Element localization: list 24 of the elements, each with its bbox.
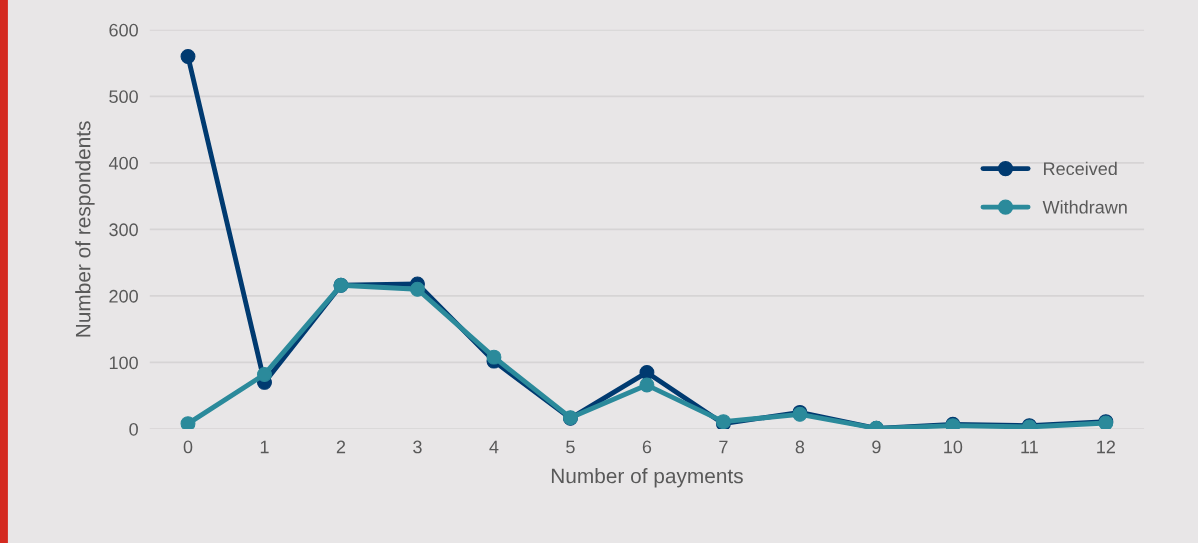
x-tick-label: 2 xyxy=(336,440,346,454)
x-tick-label: 6 xyxy=(642,440,652,454)
x-axis-title: Number of payments xyxy=(551,468,743,488)
y-tick-label: 0 xyxy=(129,422,138,436)
y-tick-label: 600 xyxy=(109,23,138,37)
legend-label: Withdrawn xyxy=(1042,200,1127,214)
x-tick-label: 7 xyxy=(719,440,728,454)
x-tick-label: 0 xyxy=(183,440,193,454)
x-tick-label: 3 xyxy=(413,440,422,454)
y-tick-label: 500 xyxy=(109,90,138,104)
y-tick-label: 100 xyxy=(109,356,138,370)
x-tick-label: 5 xyxy=(566,440,575,454)
y-axis-title: Number of respondents xyxy=(75,121,95,337)
x-tick-label: 8 xyxy=(795,440,805,454)
y-tick-label: 200 xyxy=(109,289,138,303)
x-tick-label: 4 xyxy=(489,440,499,454)
x-tick-label: 12 xyxy=(1097,440,1115,454)
x-tick-label: 10 xyxy=(944,440,963,454)
x-tick-label: 9 xyxy=(872,440,881,454)
legend-label: Received xyxy=(1044,161,1117,176)
y-tick-label: 300 xyxy=(109,223,138,237)
x-tick-label: 1 xyxy=(260,440,269,454)
x-tick-label: 11 xyxy=(1021,440,1038,454)
y-tick-label: 400 xyxy=(108,156,138,170)
